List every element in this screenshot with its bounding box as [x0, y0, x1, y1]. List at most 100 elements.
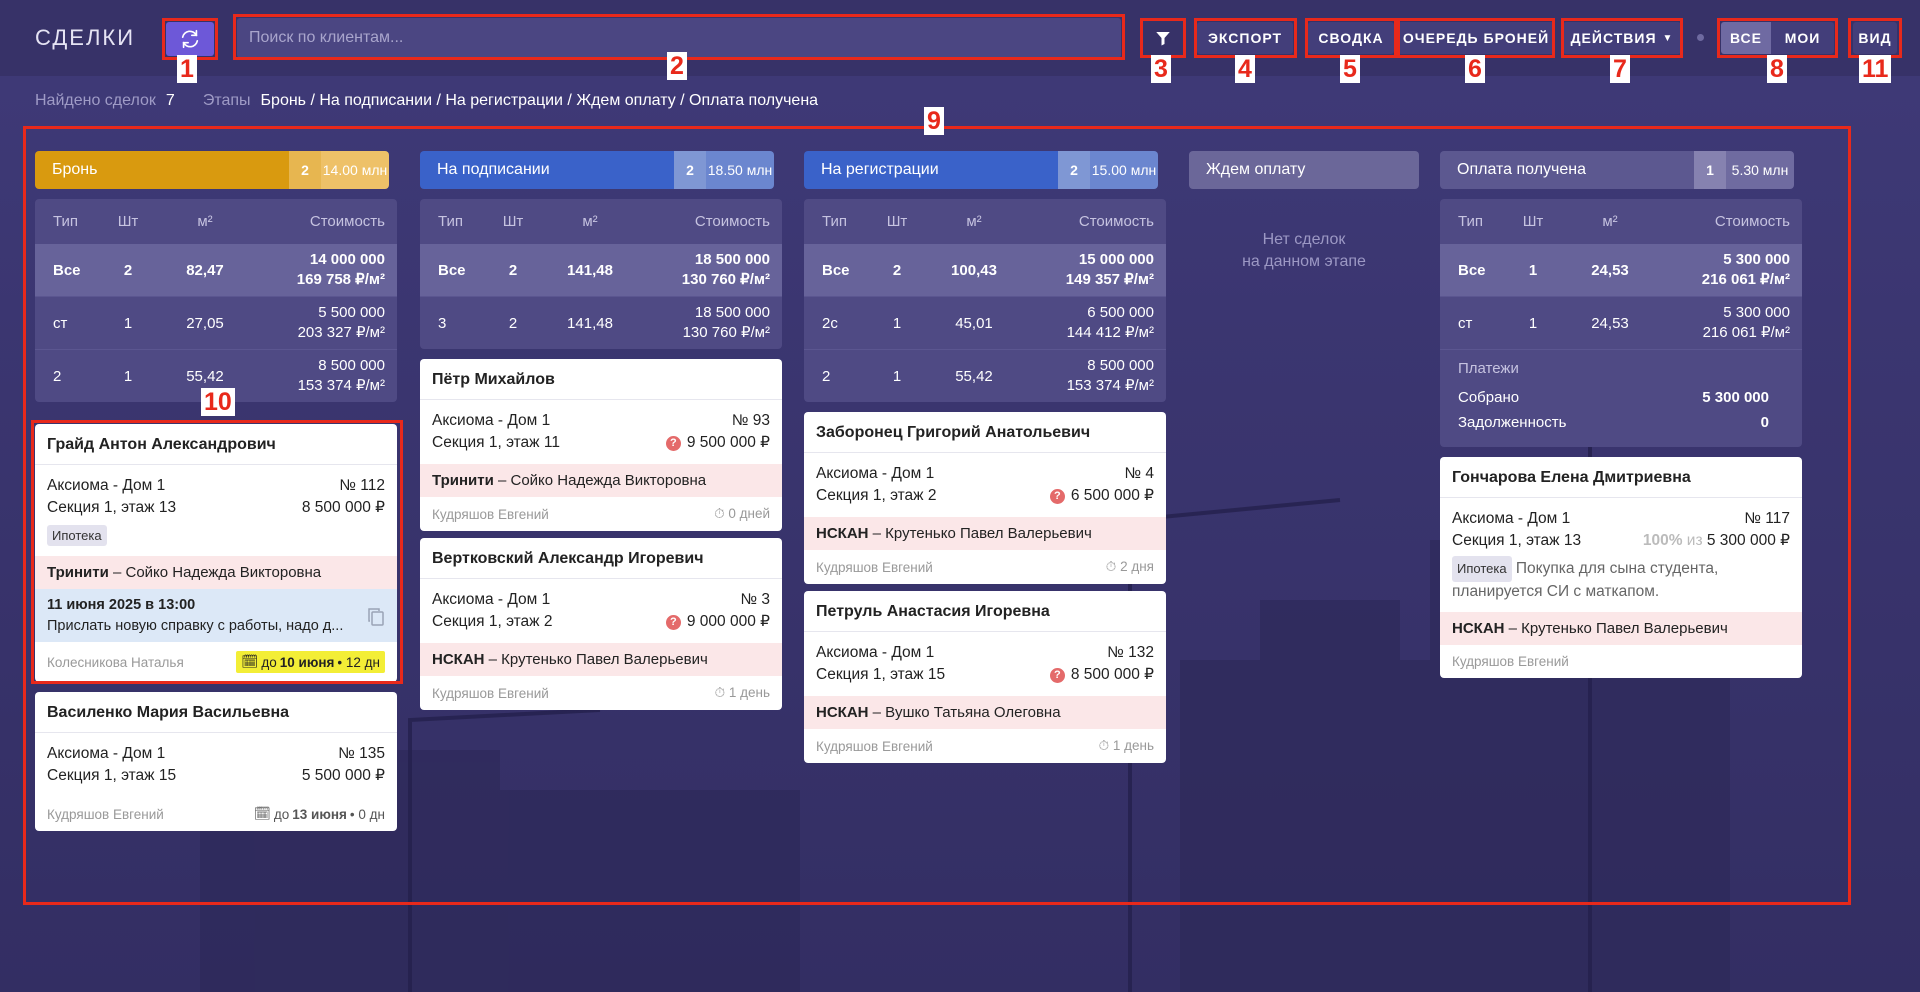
duration-value: 1 день — [728, 685, 770, 700]
due-badge: 🗓 до 13 июня • 0 дн — [254, 806, 385, 822]
manager-name: Кудряшов Евгений — [816, 559, 933, 575]
card-body: Аксиома - Дом 1 № 112 Секция 1, этаж 13 8 … — [35, 465, 397, 556]
clock-icon: ⏱ — [714, 685, 726, 700]
cell-type: Все — [1458, 261, 1486, 279]
cost-value: 14 000 000 — [309, 251, 385, 268]
question-icon[interactable]: ? — [1049, 488, 1065, 504]
stats-row: 2 1 55,42 8 500 000 153 374 ₽/м² — [35, 349, 397, 402]
agency-name: НСКАН — [432, 651, 485, 668]
duration-value: 1 день — [1112, 738, 1154, 753]
cost-value: 5 500 000 — [318, 304, 385, 321]
cost-value: 15 000 000 — [1078, 251, 1154, 268]
header-area: м² — [197, 213, 213, 230]
actions-dropdown[interactable]: ДЕЙСТВИЯ ▼ — [1563, 22, 1681, 54]
deal-card[interactable]: Заборонец Григорий Анатольевич Аксиома -… — [804, 412, 1166, 584]
cell-area: 100,43 — [951, 261, 997, 279]
column-count: 1 — [1694, 151, 1726, 189]
separator-dot — [1697, 34, 1704, 41]
question-icon[interactable]: ? — [665, 435, 681, 451]
client-name: Заборонец Григорий Анатольевич — [804, 412, 1166, 453]
question-icon[interactable]: ? — [1049, 667, 1065, 683]
all-deals-toggle[interactable]: ВСЕ — [1721, 22, 1771, 54]
column-sum: 15.00 млн — [1090, 151, 1158, 189]
export-button[interactable]: ЭКСПОРТ — [1197, 22, 1293, 54]
my-deals-toggle[interactable]: МОИ — [1771, 22, 1834, 54]
cell-qty: 1 — [1528, 314, 1538, 332]
mortgage-tag: Ипотека — [1452, 556, 1512, 582]
status-bar: Найдено сделок 7 Этапы Бронь / На подпис… — [35, 92, 818, 110]
cell-area: 24,53 — [1591, 261, 1629, 279]
cell-qty: 1 — [1528, 261, 1538, 279]
stats-header-row: Тип Шт м² Стоимость — [420, 199, 782, 244]
header-qty: Шт — [1522, 213, 1544, 230]
header-type: Тип — [1458, 213, 1484, 230]
search-input[interactable] — [237, 18, 1121, 58]
agency-row: НСКАН – Вушко Татьяна Олеговна — [804, 696, 1166, 729]
calendar-icon: 🗓 — [241, 654, 259, 669]
cost-per-m2: 149 357 ₽/м² — [1065, 271, 1154, 288]
header-area: м² — [582, 213, 598, 230]
cost-per-m2: 130 760 ₽/м² — [682, 324, 770, 341]
task-block[interactable]: 11 июня 2025 в 13:00 Прислать новую спра… — [35, 589, 397, 642]
column-header[interactable]: На регистрации 2 15.00 млн — [804, 151, 1158, 189]
duration-value: 0 дней — [728, 506, 770, 521]
column-header[interactable]: Бронь 2 14.00 млн — [35, 151, 389, 189]
project-name: Аксиома - Дом 1 — [1452, 510, 1571, 527]
deal-card[interactable]: Гончарова Елена Дмитриевна Аксиома - Дом… — [1440, 457, 1802, 678]
deal-price: 5 500 000 ₽ — [301, 767, 385, 784]
due-date: 13 июня — [292, 806, 347, 822]
annotation-label-10: 10 — [201, 388, 235, 416]
card-footer: Кудряшов Евгений — [1440, 645, 1802, 678]
cell-cost: 5 300 000 216 061 ₽/м² — [1656, 303, 1802, 343]
question-icon[interactable]: ? — [665, 614, 681, 630]
agency-row: НСКАН – Крутенько Павел Валерьевич — [1440, 612, 1802, 645]
cell-cost: 15 000 000 149 357 ₽/м² — [1020, 250, 1166, 290]
note-text: Покупка для сына студента, планируется С… — [1452, 560, 1719, 600]
stats-row: 2 1 55,42 8 500 000 153 374 ₽/м² — [804, 349, 1166, 402]
agency-name: Тринити — [432, 472, 494, 489]
header-type: Тип — [438, 213, 464, 230]
deal-card[interactable]: Вертковский Александр Игоревич Аксиома -… — [420, 538, 782, 710]
payments-title: Платежи — [1458, 360, 1519, 377]
column-count: 2 — [1058, 151, 1090, 189]
deal-card[interactable]: Василенко Мария Васильевна Аксиома - Дом… — [35, 692, 397, 831]
cell-cost: 14 000 000 169 758 ₽/м² — [251, 250, 397, 290]
apartment-number: № 117 — [1744, 510, 1790, 527]
deal-card[interactable]: Пётр Михайлов Аксиома - Дом 1 № 93 Секция… — [420, 359, 782, 531]
project-name: Аксиома - Дом 1 — [47, 745, 166, 762]
column-header[interactable]: Оплата получена 1 5.30 млн — [1440, 151, 1794, 189]
header-area: м² — [966, 213, 982, 230]
copy-icon[interactable] — [367, 607, 385, 627]
annotation-box-6 — [1397, 18, 1555, 58]
header-type: Тип — [822, 213, 848, 230]
summary-button[interactable]: СВОДКА — [1308, 22, 1394, 54]
booking-queue-button[interactable]: ОЧЕРЕДЬ БРОНЕЙ — [1398, 22, 1554, 54]
cell-cost: 18 500 000 130 760 ₽/м² — [636, 303, 782, 343]
stats-table: Тип Шт м² Стоимость Все 2 141,48 18 500 … — [420, 199, 782, 349]
column-signing: На подписании 2 18.50 млн Тип Шт м² Стои… — [420, 151, 782, 710]
page-title: СДЕЛКИ — [35, 25, 136, 50]
top-bar: СДЕЛКИ ЭКСПОРТ СВОДКА ОЧЕРЕДЬ БРОНЕЙ ДЕЙ… — [0, 0, 1920, 76]
cost-value: 6 500 000 — [1087, 304, 1154, 321]
card-body: Аксиома - Дом 1 № 117 Секция 1, этаж 13 10… — [1440, 498, 1802, 612]
deal-card[interactable]: Грайд Антон Александрович Аксиома - Дом … — [35, 424, 397, 682]
refresh-button[interactable] — [166, 22, 214, 56]
task-datetime: 11 июня 2025 в 13:00 — [47, 597, 196, 613]
agency-row: Тринити – Сойко Надежда Викторовна — [35, 556, 397, 589]
filter-button[interactable] — [1146, 22, 1180, 54]
stats-header-row: Тип Шт м² Стоимость — [35, 199, 397, 244]
column-header[interactable]: На подписании 2 18.50 млн — [420, 151, 774, 189]
deal-card[interactable]: Петруль Анастасия Игоревна Аксиома - Дом… — [804, 591, 1166, 763]
agency-name: Тринити — [47, 564, 109, 581]
cell-qty: 1 — [892, 367, 902, 385]
deal-price: 9 500 000 ₽ — [686, 434, 770, 451]
stats-header-row: Тип Шт м² Стоимость — [1440, 199, 1802, 244]
column-registration: На регистрации 2 15.00 млн Тип Шт м² Сто… — [804, 151, 1166, 763]
column-header[interactable]: Ждем оплату — [1189, 151, 1419, 189]
card-body: Аксиома - Дом 1 № 4 Секция 1, этаж 2? 6 50… — [804, 453, 1166, 517]
view-button[interactable]: ВИД — [1853, 22, 1897, 54]
cell-qty: 2 — [508, 314, 518, 332]
deal-price: 8 500 000 ₽ — [1070, 666, 1154, 683]
project-name: Аксиома - Дом 1 — [47, 477, 166, 494]
card-footer: Кудряшов Евгений ⏱ 1 день — [420, 676, 782, 710]
